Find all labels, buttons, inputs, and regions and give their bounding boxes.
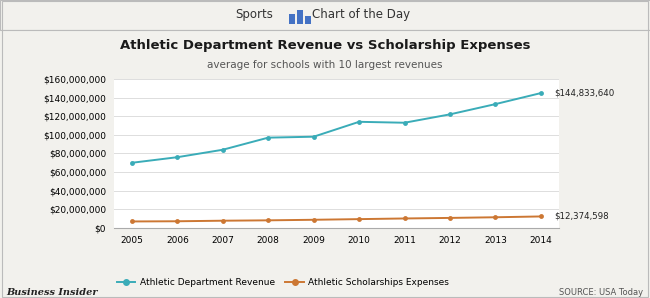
FancyBboxPatch shape bbox=[305, 16, 311, 24]
Athletic Department Revenue bbox=[491, 102, 499, 106]
Athletic Scholarships Expenses bbox=[400, 217, 408, 220]
Athletic Scholarships Expenses bbox=[446, 216, 454, 220]
Athletic Department Revenue bbox=[537, 91, 545, 95]
Athletic Department Revenue bbox=[265, 136, 272, 139]
FancyBboxPatch shape bbox=[289, 14, 295, 24]
Athletic Scholarships Expenses bbox=[174, 219, 181, 223]
Athletic Scholarships Expenses bbox=[537, 215, 545, 218]
Athletic Department Revenue bbox=[219, 148, 227, 151]
Athletic Department Revenue bbox=[128, 161, 136, 164]
Athletic Department Revenue bbox=[310, 135, 318, 139]
Athletic Scholarships Expenses bbox=[265, 218, 272, 222]
Text: Sports: Sports bbox=[235, 8, 273, 21]
Text: $12,374,598: $12,374,598 bbox=[554, 212, 609, 221]
Athletic Scholarships Expenses bbox=[128, 220, 136, 223]
Athletic Department Revenue bbox=[174, 156, 181, 159]
Athletic Scholarships Expenses bbox=[491, 215, 499, 219]
Line: Athletic Department Revenue: Athletic Department Revenue bbox=[129, 91, 543, 165]
Athletic Department Revenue bbox=[446, 113, 454, 116]
Athletic Scholarships Expenses bbox=[355, 217, 363, 221]
Text: Business Insider: Business Insider bbox=[6, 288, 98, 297]
Text: average for schools with 10 largest revenues: average for schools with 10 largest reve… bbox=[207, 60, 443, 70]
Text: Chart of the Day: Chart of the Day bbox=[312, 8, 410, 21]
FancyBboxPatch shape bbox=[297, 10, 303, 24]
Athletic Scholarships Expenses bbox=[219, 219, 227, 223]
Text: SOURCE: USA Today: SOURCE: USA Today bbox=[560, 288, 644, 297]
Athletic Scholarships Expenses bbox=[310, 218, 318, 222]
Line: Athletic Scholarships Expenses: Athletic Scholarships Expenses bbox=[129, 214, 543, 224]
Athletic Department Revenue bbox=[355, 120, 363, 124]
Legend: Athletic Department Revenue, Athletic Scholarships Expenses: Athletic Department Revenue, Athletic Sc… bbox=[113, 274, 452, 291]
Text: $144,833,640: $144,833,640 bbox=[554, 89, 615, 97]
Text: Athletic Department Revenue vs Scholarship Expenses: Athletic Department Revenue vs Scholarsh… bbox=[120, 39, 530, 52]
Athletic Department Revenue bbox=[400, 121, 408, 125]
